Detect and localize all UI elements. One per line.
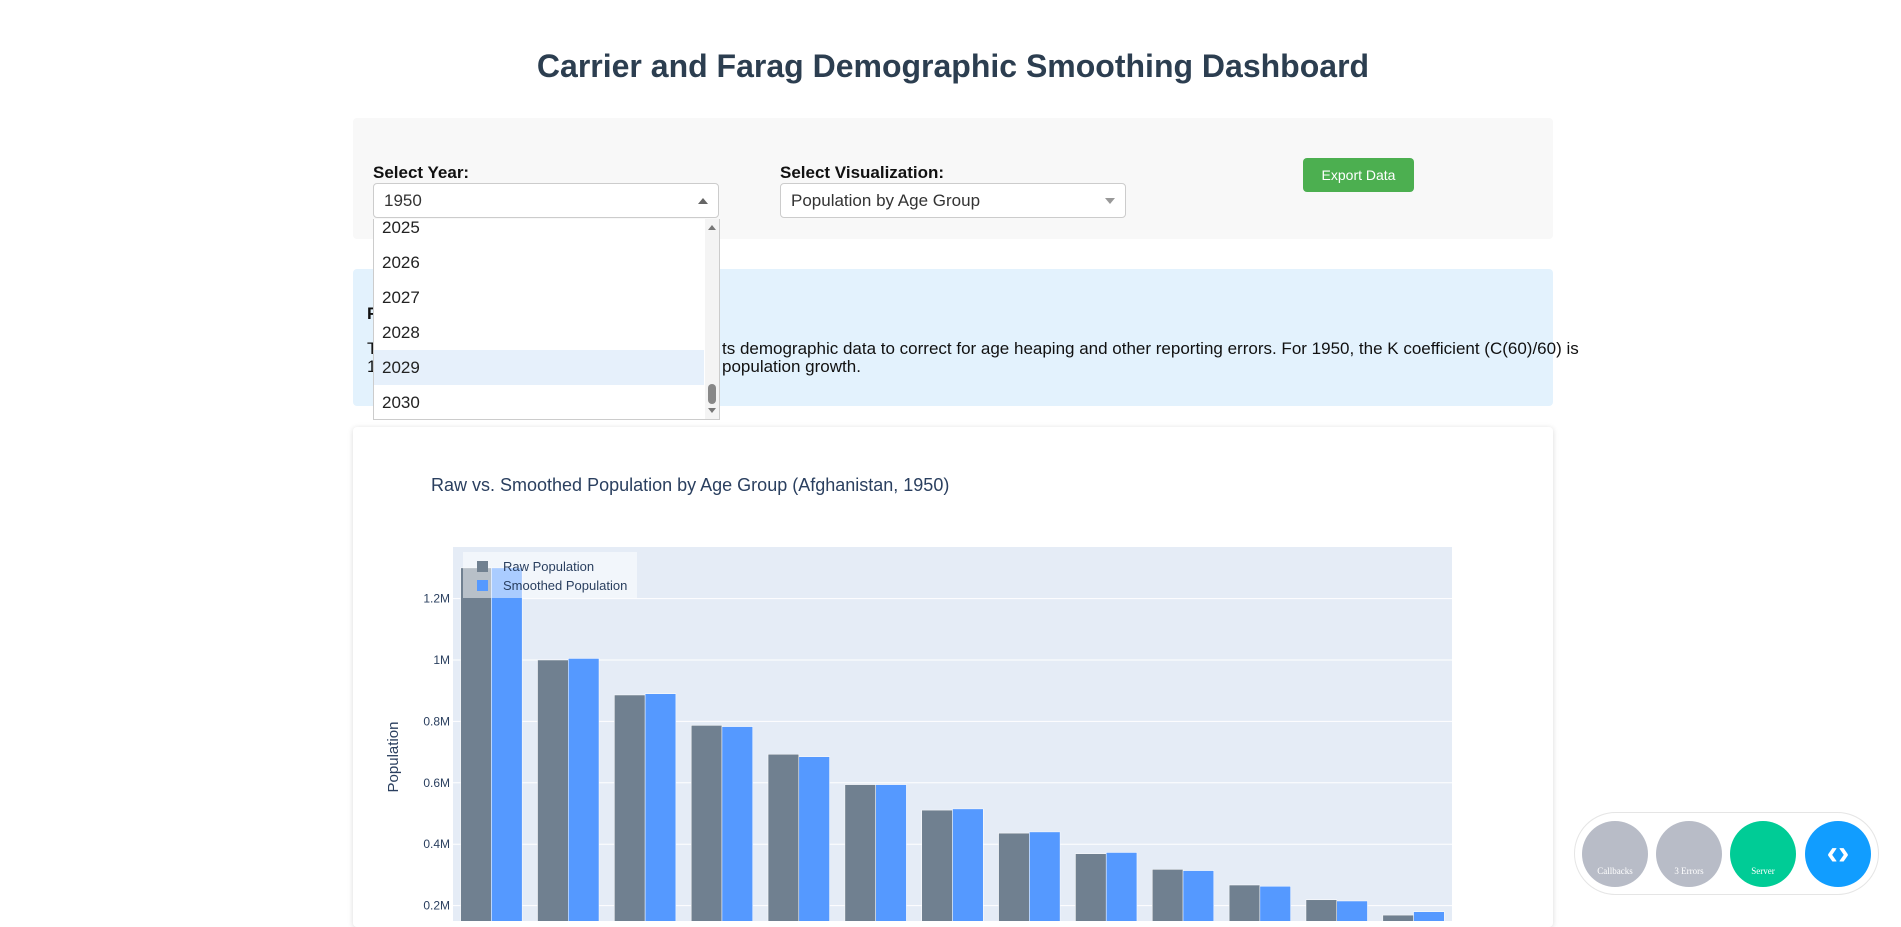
- year-option[interactable]: 2025: [382, 219, 420, 237]
- bar: [721, 726, 753, 921]
- year-option[interactable]: 2029: [374, 350, 704, 385]
- y-tick-label: 0.4M: [423, 837, 450, 851]
- year-option[interactable]: 2028: [382, 323, 420, 342]
- bar: [491, 567, 523, 921]
- bar: [875, 784, 907, 921]
- scroll-thumb[interactable]: [708, 384, 716, 404]
- bar: [844, 784, 876, 921]
- export-button[interactable]: Export Data: [1303, 158, 1414, 192]
- y-tick-label: 1.2M: [423, 592, 450, 606]
- year-options-menu: 2030 2029 2028 2027 2026 2025: [373, 219, 720, 420]
- bar: [1382, 914, 1414, 921]
- bar: [998, 832, 1030, 921]
- info-heading: F: [367, 304, 377, 324]
- legend-swatch: [477, 580, 488, 591]
- info-text: ts demographic data to correct for age h…: [722, 339, 1579, 358]
- bar: [614, 694, 646, 921]
- caret: [698, 198, 708, 204]
- page-title: Carrier and Farag Demographic Smoothing …: [536, 48, 1370, 84]
- debug-button[interactable]: 3 Errors: [1656, 821, 1722, 887]
- visualization-value: Population by Age Group: [791, 191, 981, 210]
- bar: [1228, 884, 1261, 921]
- bar: [1075, 853, 1107, 921]
- year-label: Select Year:: [373, 163, 470, 182]
- bar: [767, 753, 800, 921]
- bar: [1152, 869, 1184, 921]
- year-option[interactable]: 2030: [382, 393, 420, 412]
- legend-swatch: [477, 561, 488, 572]
- caret: [1105, 198, 1115, 204]
- year-dropdown[interactable]: 1950: [373, 183, 719, 218]
- bar: [690, 725, 723, 921]
- info-text: population growth.: [722, 357, 861, 376]
- bar: [1413, 911, 1445, 921]
- info-text: 1: [367, 357, 377, 376]
- info-text: T: [367, 339, 377, 359]
- bar: [1305, 899, 1337, 921]
- bar: [798, 756, 830, 921]
- bar: [1182, 870, 1215, 921]
- y-tick-label: 0.6M: [423, 776, 450, 790]
- debug-button[interactable]: Callbacks: [1582, 821, 1648, 887]
- visualization-dropdown[interactable]: Population by Age Group: [780, 183, 1126, 218]
- bar: [1105, 852, 1138, 921]
- bar: [460, 567, 492, 921]
- y-axis-title: Population: [385, 722, 402, 793]
- debug-button[interactable]: Server: [1730, 821, 1796, 887]
- bar: [1029, 831, 1061, 921]
- scroll-up[interactable]: [708, 225, 716, 230]
- scroll-down[interactable]: [708, 408, 716, 413]
- bar: [1336, 900, 1368, 921]
- y-tick-label: 0.8M: [423, 714, 450, 728]
- chart-title: Raw vs. Smoothed Population by Age Group…: [431, 475, 949, 495]
- legend-label: Smoothed Population: [503, 578, 627, 593]
- legend-label: Raw Population: [503, 559, 594, 574]
- y-tick-label: 0.2M: [423, 899, 450, 913]
- legend-box: [463, 552, 637, 598]
- visualization-label: Select Visualization:: [780, 163, 945, 182]
- bar: [568, 658, 600, 921]
- y-tick-label: 1M: [433, 653, 450, 667]
- bar: [644, 693, 677, 921]
- bar: [1259, 886, 1291, 921]
- chart: Raw vs. Smoothed Population by Age Group…: [385, 475, 1452, 921]
- bar: [921, 809, 953, 921]
- year-option[interactable]: 2026: [382, 253, 420, 272]
- bar: [952, 808, 984, 921]
- year-option[interactable]: 2027: [382, 288, 420, 307]
- code-toggle[interactable]: ‹›: [1805, 821, 1871, 887]
- bar: [537, 659, 569, 921]
- year-value: 1950: [384, 191, 422, 210]
- scrollbar: [705, 219, 719, 419]
